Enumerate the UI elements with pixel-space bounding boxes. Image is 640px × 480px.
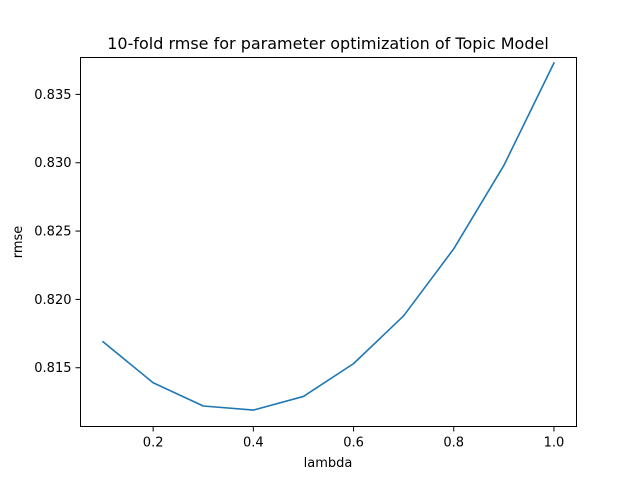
y-tick-label: 0.830	[34, 156, 71, 171]
x-tick-label: 0.4	[243, 436, 264, 451]
y-tick-label: 0.825	[34, 225, 71, 240]
rmse-series-line	[101, 61, 556, 411]
y-tick-label: 0.820	[34, 293, 71, 308]
y-tick-label: 0.815	[34, 361, 71, 376]
y-tick-label: 0.835	[34, 88, 71, 103]
x-tick-label: 0.2	[143, 436, 164, 451]
x-axis-label: lambda	[304, 456, 353, 471]
plot-area-frame	[80, 57, 577, 427]
y-axis-ticks: 0.815 0.820 0.825 0.830 0.835	[34, 88, 81, 376]
x-tick-label: 0.6	[343, 436, 364, 451]
x-axis-ticks: 0.2 0.4 0.6 0.8 1.0	[143, 426, 565, 451]
x-tick-label: 0.8	[443, 436, 464, 451]
chart-title: 10-fold rmse for parameter optimization …	[107, 34, 549, 53]
y-axis-label: rmse	[11, 226, 26, 259]
x-tick-label: 1.0	[544, 436, 565, 451]
